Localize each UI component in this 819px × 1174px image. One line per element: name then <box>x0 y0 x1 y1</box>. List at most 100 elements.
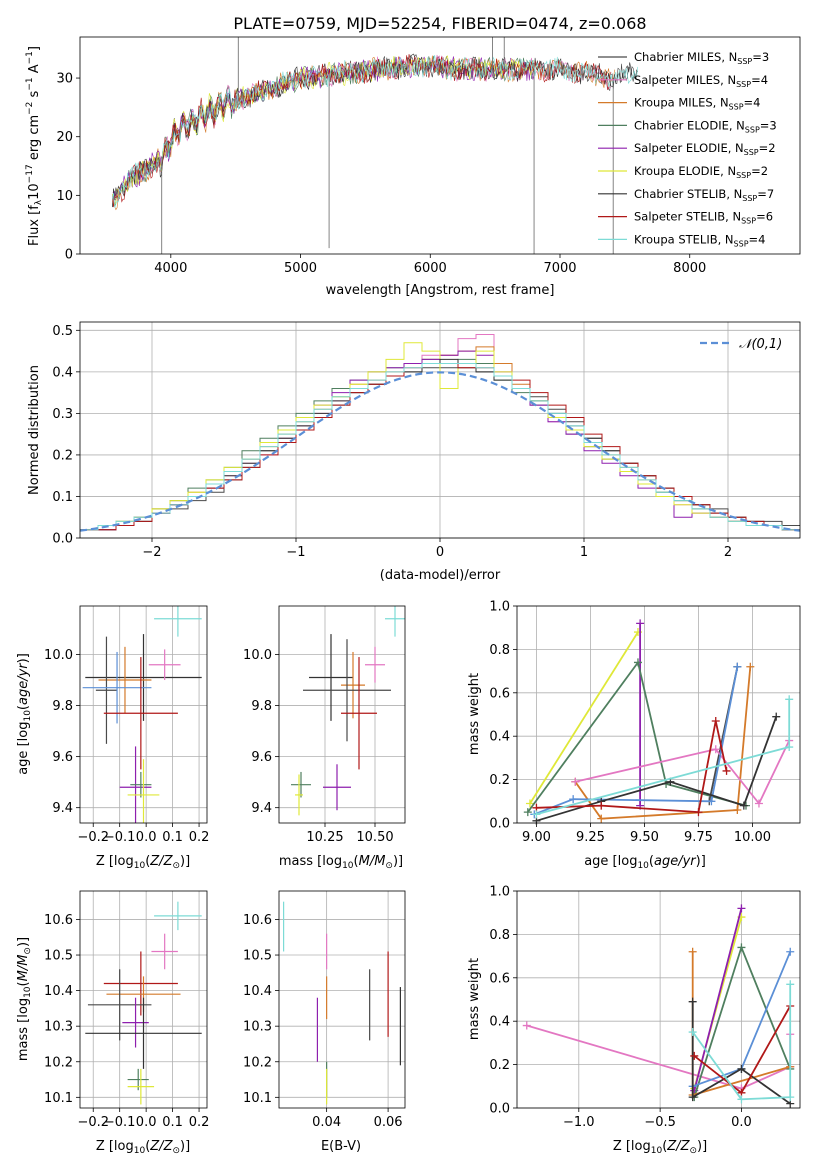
spectrum-line-salpeter-elodie <box>112 56 535 205</box>
weight-marker <box>688 997 697 1006</box>
massweight-vs-metallicity-panel: −1.0 −0.5 0.0 0.0 0.2 0.4 0.6 0.8 1.0 <box>489 885 801 1130</box>
y-tick-label: 0.2 <box>52 448 73 463</box>
weight-marker <box>569 795 578 804</box>
mE-xlabel: E(B-V) <box>321 1139 361 1154</box>
x-tick-label: −0.1 <box>104 830 136 845</box>
y-tick-label: 30 <box>56 72 73 87</box>
y-tick-label: 10.5 <box>44 949 73 964</box>
weight-line-salpeter-miles <box>575 740 791 806</box>
weight-line-chabrier-stelib <box>691 1001 791 1105</box>
y-tick-label: 0.1 <box>52 490 73 505</box>
x-tick-label: 4000 <box>154 261 187 276</box>
axes-frame <box>79 321 801 539</box>
age-vs-mass-panel: 10.25 10.50 9.4 9.6 9.8 10.0 <box>243 605 406 845</box>
y-tick-label: 0.3 <box>52 407 73 422</box>
gaussian-legend: 𝒩(0,1) <box>700 337 782 352</box>
axes-frame <box>516 890 801 1109</box>
weight-marker <box>754 799 763 808</box>
weight-line-salpeter-elodie <box>693 908 743 1091</box>
y-tick-label: 10.2 <box>44 1055 73 1070</box>
x-tick-label: −0.2 <box>77 830 109 845</box>
spectrum-line-chabrier-stelib <box>112 53 639 208</box>
x-tick-label: 0.04 <box>312 1115 341 1130</box>
legend-label: Chabrier ELODIE, NSSP=3 <box>634 118 777 134</box>
ageZ-xlabel: Z [log10(Z/Z⊙)] <box>96 854 190 871</box>
y-tick-label: 9.4 <box>251 801 272 816</box>
x-tick-label: 0.0 <box>731 1115 752 1130</box>
x-tick-label: 7000 <box>543 261 576 276</box>
weight-marker <box>722 766 731 775</box>
weight-marker <box>786 947 795 956</box>
spectrum-legend: Chabrier MILES, NSSP=3 Salpeter MILES, NS… <box>598 50 777 248</box>
y-tick-label: 0.4 <box>489 1015 510 1030</box>
y-tick-label: 9.4 <box>52 801 73 816</box>
mass-vs-metallicity-panel: −0.2−0.1 0.0 0.1 0.2 10.1 10.2 10.3 10.4 10.5 10.… <box>44 890 209 1130</box>
legend-label: Chabrier MILES, NSSP=3 <box>634 50 769 66</box>
y-tick-label: 0.8 <box>489 643 510 658</box>
y-tick-label: 0.0 <box>489 817 510 832</box>
weight-marker <box>737 1064 746 1073</box>
weight-marker <box>532 810 541 819</box>
x-tick-label: −0.1 <box>104 1115 136 1130</box>
legend-label: Chabrier STELIB, NSSP=7 <box>634 187 774 203</box>
age-vs-metallicity-panel: −0.2−0.1 0.0 0.1 0.2 9.4 9.6 9.8 10.0 <box>44 605 209 845</box>
weight-marker <box>525 799 534 808</box>
mZ-xlabel: Z [log10(Z/Z⊙)] <box>96 1139 190 1156</box>
weight-marker <box>737 943 746 952</box>
mZ-ylabel: mass [log10(M/M⊙)] <box>16 937 33 1061</box>
weight-line-kroupa-stelib <box>691 984 792 1101</box>
weight-line-chabrier-elodie <box>693 944 792 1098</box>
y-tick-label: 0.0 <box>52 532 73 547</box>
y-tick-label: 0.2 <box>489 773 510 788</box>
weight-marker <box>597 801 606 810</box>
weight-line-kroupa-stelib <box>536 699 791 816</box>
x-tick-label: 10.00 <box>734 830 771 845</box>
axes-frame <box>278 605 406 824</box>
y-tick-label: 10.1 <box>243 1091 272 1106</box>
weight-marker <box>636 619 645 628</box>
y-tick-label: 20 <box>56 130 73 145</box>
y-tick-label: 10.4 <box>44 984 73 999</box>
x-tick-label: 0.06 <box>374 1115 403 1130</box>
y-tick-label: 10.6 <box>44 913 73 928</box>
y-tick-label: 9.6 <box>251 750 272 765</box>
legend-label: Salpeter STELIB, NSSP=6 <box>634 210 773 226</box>
figure-title: PLATE=0759, MJD=52254, FIBERID=0474, z=0… <box>233 14 646 33</box>
weight-marker <box>733 662 742 671</box>
y-tick-label: 0 <box>65 248 73 263</box>
spectrum-line-salpeter-miles <box>112 54 612 200</box>
mass-vs-ebv-panel: 0.04 0.06 10.1 10.2 10.3 10.4 10.5 10.6 <box>243 890 406 1130</box>
weight-line-kroupa-elodie <box>529 631 639 804</box>
weight-marker <box>633 658 642 667</box>
gaussian-curve <box>79 371 801 532</box>
x-tick-label: −0.2 <box>77 1115 109 1130</box>
y-tick-label: 9.6 <box>52 750 73 765</box>
x-tick-label: 9.50 <box>630 830 659 845</box>
massweight-vs-age-panel: 9.00 9.25 9.50 9.75 10.00 0.0 0.2 0.4 0.6 0.8 1.0 <box>489 600 801 845</box>
x-tick-label: 9.75 <box>684 830 713 845</box>
weight-marker <box>694 808 703 817</box>
legend-label: Kroupa MILES, NSSP=4 <box>634 96 760 112</box>
x-tick-label: 9.25 <box>576 830 605 845</box>
weight-marker <box>739 801 748 810</box>
y-tick-label: 10.3 <box>44 1020 73 1035</box>
weight-marker <box>571 777 580 786</box>
y-tick-label: 10.6 <box>243 913 272 928</box>
x-tick-label: 10.50 <box>356 830 393 845</box>
y-tick-label: 0.4 <box>52 365 73 380</box>
y-tick-label: 10.0 <box>44 648 73 663</box>
spectrum-ylabel: Flux [fλ10−17 erg cm−2 s−1 A−1] <box>25 46 44 246</box>
x-tick-label: 0 <box>436 545 444 560</box>
spectrum-xlabel: wavelength [Angstrom, rest frame] <box>326 283 555 298</box>
y-tick-label: 9.8 <box>52 699 73 714</box>
weight-line-chabrier-elodie <box>527 660 747 813</box>
y-tick-label: 10.5 <box>243 949 272 964</box>
x-tick-label: −1 <box>286 545 305 560</box>
x-tick-label: 2 <box>724 545 732 560</box>
x-tick-label: 9.00 <box>522 830 551 845</box>
wAge-ylabel: mass weight <box>467 673 482 755</box>
y-tick-label: 10.0 <box>243 648 272 663</box>
x-tick-label: −0.5 <box>644 1115 676 1130</box>
x-tick-label: 0.1 <box>162 1115 183 1130</box>
weight-marker <box>737 1095 746 1104</box>
